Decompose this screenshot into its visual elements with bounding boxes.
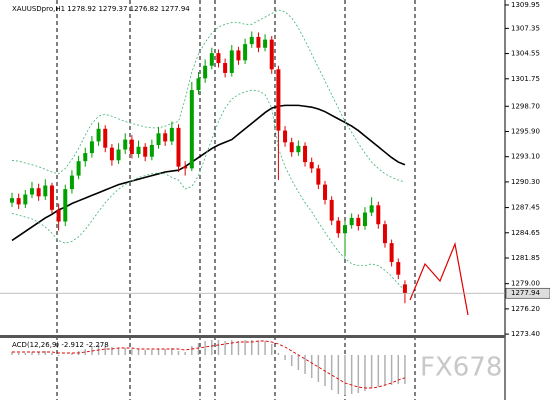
candle-body — [256, 36, 261, 48]
candle-body — [323, 184, 328, 200]
candle-body — [382, 224, 387, 244]
candle-body — [209, 53, 214, 66]
candle-body — [402, 284, 407, 294]
y-tick-label: 1298.70 — [511, 102, 540, 110]
y-tick-label: 1293.10 — [511, 153, 540, 161]
candle-body — [396, 262, 401, 275]
candle-body — [176, 127, 181, 167]
candle-body — [243, 44, 248, 61]
candle-body — [223, 63, 228, 73]
candle-body — [116, 149, 121, 161]
candle-body — [123, 139, 128, 150]
y-tick-label: 1273.40 — [511, 330, 540, 338]
candle-body — [29, 188, 34, 195]
candle-body — [129, 139, 134, 154]
candle-body — [276, 69, 281, 131]
candle-body — [369, 205, 374, 213]
candle-body — [156, 133, 161, 145]
candle-body — [183, 166, 188, 169]
candle-body — [169, 127, 174, 142]
candle-body — [23, 194, 28, 205]
y-tick-label: 1304.55 — [511, 50, 540, 58]
y-tick-label: 1279.00 — [511, 280, 540, 288]
y-tick-label: 1284.65 — [511, 229, 540, 237]
forecast-drawing — [409, 241, 469, 316]
candle-body — [196, 78, 201, 91]
indicator-label: ACD(12,26,9) -2.912 -2.278 — [12, 341, 109, 349]
candle-body — [10, 198, 14, 203]
candle-body — [163, 133, 168, 142]
candle-body — [49, 185, 54, 210]
candle-body — [69, 175, 74, 190]
candle-body — [203, 65, 208, 79]
candle-body — [289, 142, 294, 153]
candle-body — [189, 90, 194, 169]
candle-body — [103, 128, 108, 148]
candle-body — [149, 144, 154, 157]
candle-body — [316, 168, 321, 185]
candle-body — [76, 161, 81, 176]
candle-body — [136, 146, 141, 154]
candle-body — [43, 185, 48, 197]
chart-title: XAUUSDpro,H1 1278.92 1279.37 1276.82 127… — [12, 5, 190, 13]
candle-body — [263, 39, 268, 48]
signal-line — [12, 340, 406, 389]
candle-body — [329, 199, 334, 221]
watermark: FX678 — [420, 353, 502, 383]
candle-body — [296, 145, 301, 153]
y-tick-label: 1290.30 — [511, 178, 540, 186]
candle-body — [356, 217, 361, 227]
y-tick-label: 1281.85 — [511, 254, 540, 262]
indicator-line — [11, 104, 406, 242]
panel-divider — [0, 335, 505, 338]
candle-body — [216, 53, 221, 64]
y-tick-label: 1307.35 — [511, 24, 540, 32]
y-tick-label: 1309.95 — [511, 1, 540, 9]
candle-body — [63, 189, 68, 222]
candle-body — [16, 198, 21, 205]
last-price-label: 1277.94 — [511, 289, 540, 297]
last-price-box — [505, 287, 550, 299]
candle-body — [109, 147, 114, 161]
candle-body — [343, 225, 347, 234]
candle-body — [83, 153, 88, 162]
candle-body — [236, 50, 241, 61]
candle-body — [36, 188, 41, 197]
candle-body — [389, 243, 394, 263]
candle-body — [336, 220, 341, 234]
candle-body — [96, 128, 101, 142]
candle-body — [229, 50, 234, 73]
candle-body — [349, 217, 354, 226]
candle-body — [376, 205, 381, 225]
candle-body — [89, 141, 94, 154]
candle-body — [362, 212, 367, 227]
indicator-line — [11, 89, 406, 292]
candle-body — [309, 162, 314, 169]
candle-body — [249, 36, 254, 45]
candle-body — [269, 39, 274, 70]
candle-body — [56, 209, 61, 222]
indicator-line — [11, 9, 406, 183]
candle-body — [303, 145, 308, 163]
y-tick-label: 1295.90 — [511, 127, 540, 135]
candle-body — [143, 146, 148, 157]
y-tick-label: 1301.75 — [511, 75, 540, 83]
candle-body — [283, 130, 288, 143]
y-tick-label: 1287.45 — [511, 204, 540, 212]
y-tick-label: 1276.20 — [511, 305, 540, 313]
day-separators — [56, 0, 416, 400]
